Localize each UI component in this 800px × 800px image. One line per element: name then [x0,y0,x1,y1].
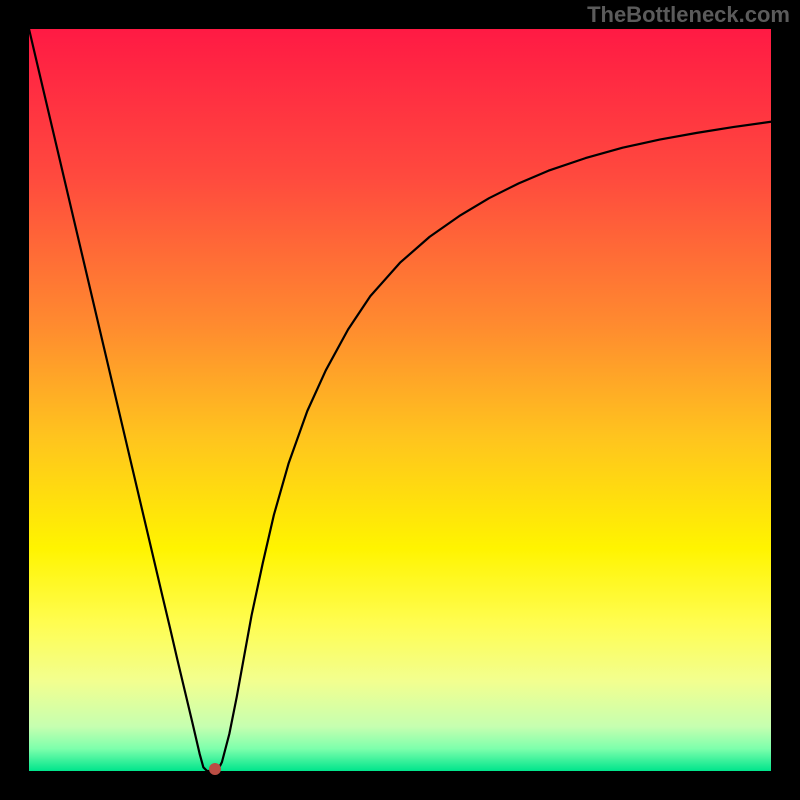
bottleneck-curve [29,29,771,771]
chart-frame: TheBottleneck.com [0,0,800,800]
optimal-point-marker [209,763,221,775]
watermark-text: TheBottleneck.com [587,2,790,28]
plot-area [29,29,771,771]
curve-layer [29,29,771,771]
